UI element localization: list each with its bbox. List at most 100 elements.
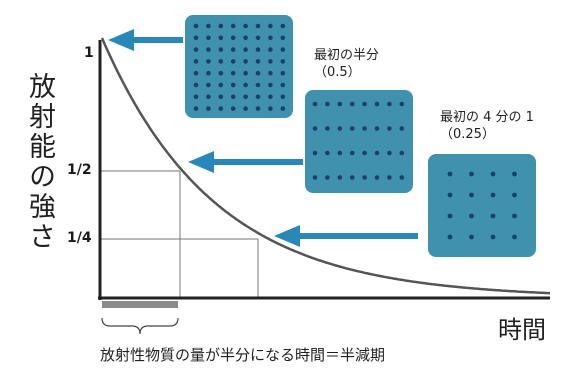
particle-dot [512,192,517,198]
half-annotation-line1: 最初の半分 [314,48,380,63]
arrow-to-half [188,151,303,173]
particle-dot [469,192,474,198]
half-sample-box [305,90,413,193]
particle-dot [268,70,273,76]
particle-dot [255,94,261,100]
particle-dot [230,47,236,52]
quarter-sample-dots [447,171,517,240]
particle-dot [349,150,355,156]
particle-dot [230,59,236,64]
quarter-annotation: 最初の 4 分の 1 （0.25） [440,109,534,143]
particle-dot [218,94,224,100]
full-sample-dots [193,23,286,111]
particle-dot [337,101,343,107]
particle-dot [218,70,224,76]
particle-dot [206,70,211,76]
particle-dot [268,82,273,88]
particle-dot [243,59,248,64]
particle-dot [206,35,211,41]
particle-dot [374,126,380,131]
particle-dot [337,175,343,180]
particle-dot [280,94,286,100]
particle-dot [230,23,236,29]
particle-dot [218,47,224,52]
particle-dot [469,171,474,177]
particle-dot [243,47,248,52]
tick-label-one: 1 [84,45,94,61]
particle-dot [325,150,330,156]
particle-dot [447,234,453,240]
particle-dot [206,82,211,88]
particle-dot [387,150,392,156]
particle-dot [193,82,199,88]
particle-dot [447,171,453,177]
particle-dot [268,35,273,41]
half-sample-dots [312,101,405,180]
particle-dot [255,23,261,29]
particle-dot [374,150,380,156]
particle-dot [268,94,273,100]
half-life-bar [102,301,178,308]
particle-dot [268,47,273,52]
particle-dot [490,192,496,198]
particle-dot [230,94,236,100]
quarter-sample-box [428,154,536,257]
particle-dot [243,82,248,88]
particle-dot [193,35,199,41]
particle-dot [512,171,517,177]
particle-dot [218,82,224,88]
y-axis-label: 放射能の強さ [24,72,55,252]
particle-dot [399,101,405,107]
particle-dot [280,82,286,88]
full-sample-box [185,15,293,118]
particle-dot [206,94,211,100]
particle-dot [280,23,286,29]
particle-dot [349,101,355,107]
particle-dot [230,70,236,76]
particle-dot [312,126,318,131]
particle-dot [399,150,405,156]
particle-dot [490,171,496,177]
particle-dot [280,35,286,41]
particle-dot [193,106,199,111]
half-life-caption: 放射性物質の量が半分になる時間＝半減期 [100,346,386,364]
particle-dot [337,126,343,131]
particle-dot [268,23,273,29]
particle-dot [349,175,355,180]
quarter-annotation-line1: 最初の 4 分の 1 [440,110,534,125]
particle-dot [193,59,199,64]
particle-dot [230,106,236,111]
particle-dot [218,23,224,29]
x-axis-label: 時間 [498,316,546,344]
particle-dot [218,106,224,111]
particle-dot [243,23,248,29]
particle-dot [362,150,367,156]
particle-dot [387,101,392,107]
particle-dot [218,35,224,41]
arrow-to-quarter [274,225,418,247]
particle-dot [469,213,474,219]
particle-dot [230,82,236,88]
arrow-to-full [108,29,183,51]
particle-dot [280,70,286,76]
tick-label-quarter: 1/4 [67,230,92,246]
half-life-bracket [101,317,179,335]
particle-dot [325,126,330,131]
particle-dot [206,106,211,111]
decay-curve [100,37,550,295]
particle-dot [387,126,392,131]
particle-dot [337,150,343,156]
particle-dot [362,101,367,107]
particle-dot [218,59,224,64]
particle-dot [193,70,199,76]
particle-dot [387,175,392,180]
particle-dot [362,175,367,180]
particle-dot [255,59,261,64]
particle-dot [447,192,453,198]
particle-dot [312,175,318,180]
particle-dot [312,150,318,156]
particle-dot [255,82,261,88]
particle-dot [268,59,273,64]
particle-dot [268,106,273,111]
particle-dot [255,70,261,76]
